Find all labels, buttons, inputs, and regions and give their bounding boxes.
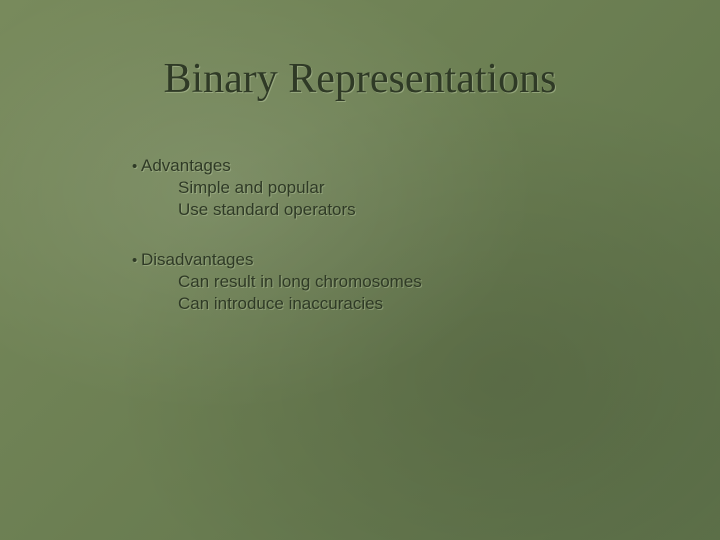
list-item: Simple and popular [132, 177, 640, 199]
slide-content: • Advantages Simple and popular Use stan… [132, 155, 640, 344]
slide: Binary Representations • Advantages Simp… [0, 0, 720, 540]
section-heading-label: Disadvantages [141, 249, 253, 271]
list-item: Can introduce inaccuracies [132, 293, 640, 315]
section-disadvantages: • Disadvantages Can result in long chrom… [132, 249, 640, 315]
section-heading-label: Advantages [141, 155, 231, 177]
section-heading: • Disadvantages [132, 249, 640, 271]
section-heading: • Advantages [132, 155, 640, 177]
bullet-icon: • [132, 251, 141, 271]
slide-title: Binary Representations [0, 55, 720, 103]
list-item: Use standard operators [132, 199, 640, 221]
bullet-icon: • [132, 157, 141, 177]
section-advantages: • Advantages Simple and popular Use stan… [132, 155, 640, 221]
list-item: Can result in long chromosomes [132, 271, 640, 293]
